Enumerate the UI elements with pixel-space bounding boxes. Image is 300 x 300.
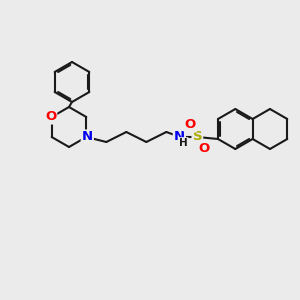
Text: H: H bbox=[179, 138, 188, 148]
Text: O: O bbox=[199, 142, 210, 155]
Text: N: N bbox=[174, 130, 185, 142]
Text: S: S bbox=[193, 130, 202, 143]
Text: O: O bbox=[185, 118, 196, 131]
Text: N: N bbox=[82, 130, 93, 143]
Text: O: O bbox=[45, 110, 56, 124]
